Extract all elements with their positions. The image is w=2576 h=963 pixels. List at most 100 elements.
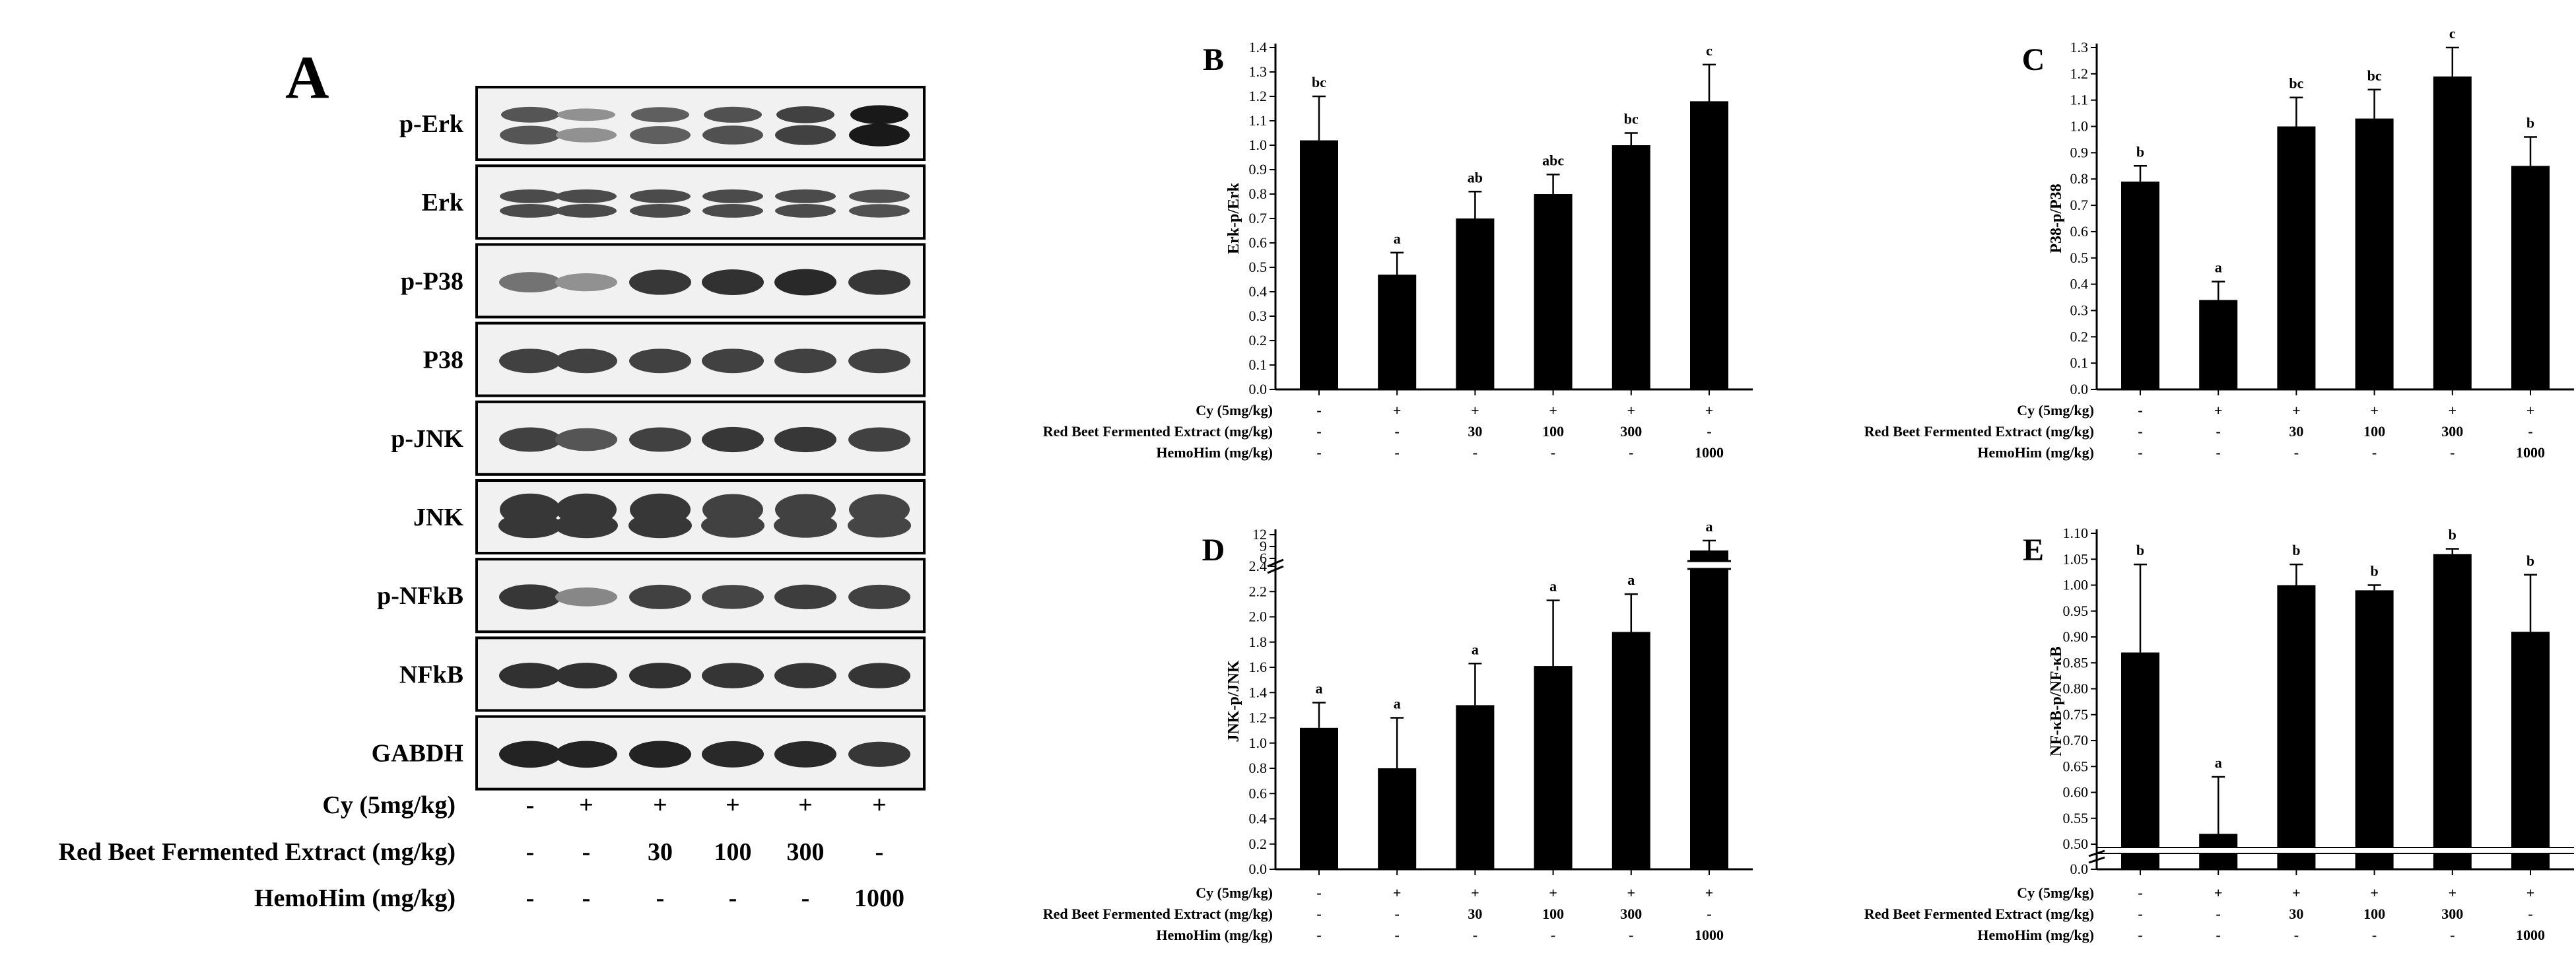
- bar-break-gap: [2352, 847, 2396, 853]
- treatment-value: -: [582, 838, 591, 866]
- treatment-value: 100: [714, 838, 752, 866]
- blot-band: [629, 349, 691, 374]
- bar: [2121, 652, 2159, 869]
- blot-row-p38: P38: [423, 321, 926, 397]
- bar: [1378, 768, 1417, 869]
- treatment-value: -: [1473, 927, 1477, 943]
- treatment-value: -: [2294, 927, 2299, 943]
- y-tick-label: 1.2: [1249, 88, 1268, 104]
- blot-band: [775, 125, 836, 145]
- blot-label-jnk: JNK: [413, 504, 463, 531]
- blot-band: [848, 741, 910, 767]
- bar: [2511, 632, 2550, 869]
- chart-panel-c: C P38-p/P38 0.0 0.1 0.2 0.3 0.4 0.5 0.6 0.7 0.8 0.9…: [1864, 25, 2574, 461]
- y-tick-label: 1.2: [2070, 65, 2089, 82]
- treatment-value: 300: [1620, 423, 1642, 440]
- blot-band: [774, 584, 836, 610]
- y-tick-label: 1.0: [1249, 137, 1268, 153]
- blot-label-gabdh: GABDH: [372, 740, 463, 768]
- blot-band: [848, 269, 910, 295]
- blot-band: [704, 106, 762, 123]
- y-tick-label: 1.1: [1249, 112, 1268, 129]
- y-tick-label: 0.85: [2063, 654, 2089, 671]
- significance-letter: a: [1549, 578, 1557, 595]
- bar: [1690, 101, 1728, 389]
- treatment-label-hemohim-mg-kg: HemoHim (mg/kg): [254, 884, 456, 912]
- treatment-value: -: [729, 884, 737, 912]
- treatment-value: 300: [2441, 423, 2463, 440]
- treatment-value: -: [1551, 444, 1555, 461]
- treatment-value: -: [1629, 927, 1633, 943]
- y-tick-label: 1.2: [1249, 710, 1268, 726]
- blot-band: [629, 741, 691, 768]
- treatment-value: -: [526, 791, 535, 819]
- treatment-value: -: [875, 838, 884, 866]
- y-tick-label: 0.50: [2063, 836, 2089, 852]
- treatment-label-red-beet-fermented-extract-mg-kg: Red Beet Fermented Extract (mg/kg): [1864, 906, 2094, 922]
- y-tick-label: 0.1: [2070, 354, 2089, 371]
- blot-row-p-erk: p-Erk: [399, 86, 926, 161]
- significance-letter: a: [1316, 681, 1323, 697]
- bar: [1611, 632, 1650, 869]
- blot-band: [556, 204, 617, 218]
- y-tick-label: 0.0: [1249, 381, 1268, 397]
- blot-band: [774, 741, 836, 768]
- y-tick-label: 1.0: [1249, 735, 1268, 751]
- bar: [1378, 275, 1417, 389]
- bar-break-gap: [2274, 847, 2319, 853]
- treatment-value: +: [653, 791, 667, 819]
- y-tick-label: 0.8: [1249, 760, 1268, 776]
- treatment-value: 100: [1542, 906, 1564, 922]
- blot-band: [774, 426, 836, 453]
- blot-row-p-p38: p-P38: [401, 243, 926, 319]
- blot-band: [849, 204, 910, 218]
- y-tick-label: 0.9: [1249, 161, 1268, 178]
- bar: [1300, 727, 1338, 869]
- treatment-value: -: [1316, 884, 1321, 901]
- treatment-value: 30: [2289, 906, 2303, 922]
- significance-letter: a: [1627, 572, 1635, 588]
- treatment-value: -: [2138, 444, 2142, 461]
- treatment-value: -: [1316, 906, 1321, 922]
- treatment-value: -: [2138, 906, 2142, 922]
- significance-letter: b: [2292, 542, 2300, 558]
- significance-letter: b: [2526, 114, 2534, 131]
- blot-band: [629, 663, 691, 689]
- y-axis-title: Erk-p/Erk: [1225, 182, 1242, 254]
- y-tick-label: 9: [1260, 538, 1267, 554]
- y-tick-label: 0.4: [1249, 283, 1268, 300]
- blot-band: [702, 125, 763, 145]
- blot-band: [499, 741, 561, 768]
- treatment-value: +: [579, 791, 593, 819]
- treatment-value: -: [526, 838, 535, 866]
- y-tick-label: 0.6: [1249, 785, 1268, 801]
- treatment-value: +: [1627, 884, 1636, 901]
- treatment-value: 30: [1468, 423, 1482, 440]
- bar: [1690, 550, 1728, 869]
- treatment-value: -: [2216, 423, 2221, 440]
- treatment-value: +: [2526, 884, 2535, 901]
- blot-label-p-erk: p-Erk: [399, 110, 464, 138]
- treatment-value: 300: [1620, 906, 1642, 922]
- treatment-value: +: [2292, 884, 2301, 901]
- bar: [2433, 76, 2472, 389]
- y-tick-label: 2.4: [1249, 558, 1268, 574]
- significance-letter: bc: [2289, 75, 2303, 92]
- y-tick-label: 0.7: [2070, 197, 2089, 213]
- blot-band: [848, 349, 910, 374]
- significance-letter: b: [2370, 563, 2378, 580]
- blot-band: [848, 513, 911, 538]
- blot-band: [774, 349, 836, 374]
- blot-band: [555, 663, 617, 689]
- treatment-value: -: [2528, 423, 2532, 440]
- blot-label-p-jnk: p-JNK: [391, 425, 463, 453]
- significance-letter: b: [2136, 143, 2144, 160]
- treatment-value: +: [2526, 402, 2535, 418]
- treatment-value: +: [2370, 402, 2379, 418]
- blot-frame: [475, 164, 926, 240]
- blot-band: [702, 189, 763, 203]
- blot-band: [499, 427, 561, 452]
- treatment-value: 30: [2289, 423, 2303, 440]
